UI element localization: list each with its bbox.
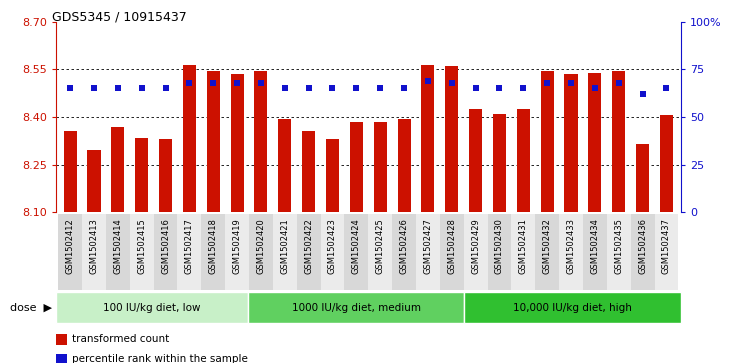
Bar — [326, 139, 339, 212]
Bar — [464, 214, 487, 290]
Bar — [344, 214, 368, 290]
Text: GSM1502427: GSM1502427 — [423, 218, 432, 274]
Text: GSM1502425: GSM1502425 — [376, 218, 385, 274]
Bar — [469, 109, 482, 212]
Bar — [660, 115, 673, 212]
Bar — [397, 119, 411, 212]
Text: percentile rank within the sample: percentile rank within the sample — [72, 354, 248, 363]
Bar — [183, 65, 196, 212]
Bar — [278, 119, 292, 212]
Bar — [655, 214, 679, 290]
Text: GSM1502417: GSM1502417 — [185, 218, 194, 274]
Text: GSM1502413: GSM1502413 — [89, 218, 98, 274]
Bar — [106, 214, 129, 290]
Bar — [440, 214, 464, 290]
Text: GSM1502420: GSM1502420 — [257, 218, 266, 274]
Bar — [178, 214, 202, 290]
Text: GSM1502432: GSM1502432 — [542, 218, 552, 274]
Bar — [63, 131, 77, 212]
Text: GSM1502422: GSM1502422 — [304, 218, 313, 274]
Bar — [583, 214, 607, 290]
Bar — [248, 292, 464, 323]
Text: GSM1502429: GSM1502429 — [471, 218, 480, 274]
Bar — [231, 74, 243, 212]
Bar — [249, 214, 273, 290]
Text: dose  ▶: dose ▶ — [10, 303, 52, 313]
Bar — [129, 214, 153, 290]
Bar — [321, 214, 344, 290]
Bar — [607, 214, 631, 290]
Bar — [368, 214, 392, 290]
Bar — [225, 214, 249, 290]
Bar — [511, 214, 535, 290]
Text: GSM1502431: GSM1502431 — [519, 218, 527, 274]
Bar — [273, 214, 297, 290]
Bar — [350, 122, 363, 212]
Text: GSM1502435: GSM1502435 — [615, 218, 623, 274]
Text: GSM1502434: GSM1502434 — [591, 218, 600, 274]
Bar — [56, 292, 248, 323]
Text: GSM1502414: GSM1502414 — [113, 218, 122, 274]
Bar — [493, 114, 506, 212]
Text: GSM1502412: GSM1502412 — [65, 218, 74, 274]
Bar — [565, 74, 577, 212]
Text: GSM1502415: GSM1502415 — [137, 218, 146, 274]
Text: GSM1502416: GSM1502416 — [161, 218, 170, 274]
Text: GSM1502428: GSM1502428 — [447, 218, 456, 274]
Bar — [373, 122, 387, 212]
Bar — [159, 139, 172, 212]
Text: GSM1502424: GSM1502424 — [352, 218, 361, 274]
Bar — [87, 150, 100, 212]
Text: GSM1502437: GSM1502437 — [662, 218, 671, 274]
Bar — [254, 71, 268, 212]
Text: GSM1502436: GSM1502436 — [638, 218, 647, 274]
Text: transformed count: transformed count — [72, 334, 170, 344]
Bar — [202, 214, 225, 290]
Text: GSM1502430: GSM1502430 — [495, 218, 504, 274]
Text: 100 IU/kg diet, low: 100 IU/kg diet, low — [103, 303, 201, 313]
Bar — [421, 65, 434, 212]
Bar — [82, 214, 106, 290]
Bar — [589, 73, 601, 212]
Text: GSM1502423: GSM1502423 — [328, 218, 337, 274]
Bar — [112, 127, 124, 212]
Bar — [58, 214, 82, 290]
Text: GSM1502418: GSM1502418 — [209, 218, 218, 274]
Text: GSM1502433: GSM1502433 — [566, 218, 576, 274]
Bar — [392, 214, 416, 290]
Bar — [207, 71, 219, 212]
Text: GSM1502419: GSM1502419 — [233, 218, 242, 274]
Bar — [535, 214, 559, 290]
Bar — [541, 71, 554, 212]
Bar — [135, 138, 148, 212]
Bar — [559, 214, 583, 290]
Bar — [297, 214, 321, 290]
Bar — [517, 109, 530, 212]
Text: GDS5345 / 10915437: GDS5345 / 10915437 — [52, 11, 187, 24]
Bar — [153, 214, 178, 290]
Bar — [464, 292, 681, 323]
Text: GSM1502421: GSM1502421 — [280, 218, 289, 274]
Bar — [612, 71, 625, 212]
Bar — [445, 66, 458, 212]
Bar — [631, 214, 655, 290]
Text: GSM1502426: GSM1502426 — [400, 218, 408, 274]
Text: 1000 IU/kg diet, medium: 1000 IU/kg diet, medium — [292, 303, 421, 313]
Text: 10,000 IU/kg diet, high: 10,000 IU/kg diet, high — [513, 303, 632, 313]
Bar — [636, 144, 650, 212]
Bar — [416, 214, 440, 290]
Bar — [302, 131, 315, 212]
Bar — [487, 214, 511, 290]
